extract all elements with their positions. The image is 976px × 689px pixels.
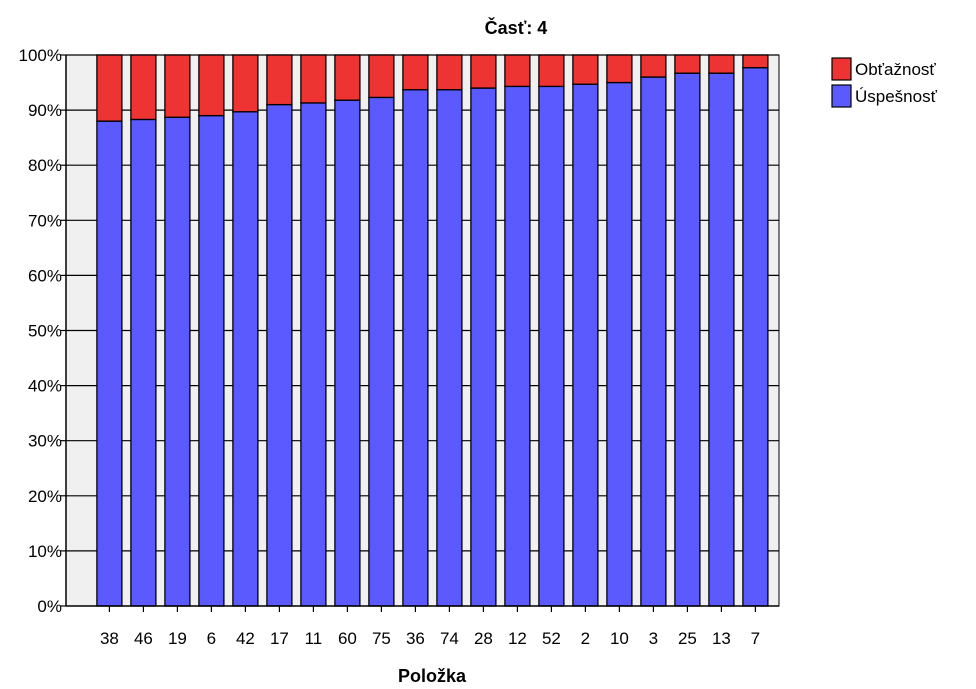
bar-uspesnost bbox=[368, 96, 395, 607]
x-tick-label: 52 bbox=[542, 629, 561, 648]
x-tick-label: 46 bbox=[134, 629, 153, 648]
x-tick-label: 74 bbox=[440, 629, 459, 648]
bar-obtaznost bbox=[470, 54, 497, 89]
plot-area: 0% 10% 20% 30% 40% 50% 60% 70% 80% 90% 100% 38 46 19 6… bbox=[19, 46, 780, 648]
y-tick-label: 100% bbox=[19, 46, 62, 65]
bar-obtaznost bbox=[300, 54, 327, 104]
bar-uspesnost bbox=[538, 85, 565, 607]
bar-obtaznost bbox=[266, 54, 293, 106]
x-tick-label: 17 bbox=[270, 629, 289, 648]
bar-obtaznost bbox=[164, 54, 191, 118]
x-tick-label: 60 bbox=[338, 629, 357, 648]
y-tick-label: 60% bbox=[28, 266, 62, 285]
bar-obtaznost bbox=[538, 54, 565, 88]
x-tick-label: 42 bbox=[236, 629, 255, 648]
bar-obtaznost bbox=[334, 54, 361, 101]
bar-uspesnost bbox=[742, 67, 769, 607]
x-tick-label: 7 bbox=[751, 629, 760, 648]
bar-obtaznost bbox=[504, 54, 531, 88]
bar-uspesnost bbox=[572, 83, 599, 607]
x-tick-label: 11 bbox=[305, 629, 323, 648]
bar-uspesnost bbox=[130, 118, 157, 607]
y-tick-label: 30% bbox=[28, 432, 62, 451]
x-tick-label: 2 bbox=[581, 629, 590, 648]
chart-title: Časť: 4 bbox=[485, 17, 548, 38]
bar-obtaznost bbox=[368, 54, 395, 99]
bar-obtaznost bbox=[572, 54, 599, 85]
bar-uspesnost bbox=[640, 76, 667, 607]
x-tick-label: 25 bbox=[678, 629, 697, 648]
x-tick-label: 6 bbox=[207, 629, 216, 648]
bar-obtaznost bbox=[640, 54, 667, 78]
y-tick-label: 70% bbox=[28, 211, 62, 230]
y-tick-label: 20% bbox=[28, 487, 62, 506]
x-tick-label: 13 bbox=[712, 629, 731, 648]
bar-obtaznost bbox=[436, 54, 463, 91]
bar-uspesnost bbox=[674, 72, 701, 607]
bar-uspesnost bbox=[266, 103, 293, 607]
x-tick-label: 75 bbox=[372, 629, 391, 648]
x-tick-label: 19 bbox=[168, 629, 187, 648]
y-tick-label: 90% bbox=[28, 101, 62, 120]
bar-uspesnost bbox=[470, 87, 497, 607]
x-axis-title: Položka bbox=[398, 666, 467, 686]
bar-uspesnost bbox=[198, 114, 225, 607]
y-tick-label: 80% bbox=[28, 156, 62, 175]
x-tick-label: 10 bbox=[610, 629, 629, 648]
bar-uspesnost bbox=[300, 102, 327, 607]
bar-obtaznost bbox=[606, 54, 633, 84]
bar-obtaznost bbox=[742, 54, 769, 69]
bar-obtaznost bbox=[198, 54, 225, 117]
bar-uspesnost bbox=[708, 72, 735, 607]
bar-obtaznost bbox=[96, 54, 123, 122]
bar-uspesnost bbox=[96, 120, 123, 607]
legend-swatch bbox=[831, 84, 852, 108]
y-tick-label: 50% bbox=[28, 322, 62, 341]
legend-label: Úspešnosť bbox=[855, 87, 938, 106]
bar-obtaznost bbox=[130, 54, 157, 121]
bar-uspesnost bbox=[504, 85, 531, 607]
legend-swatch bbox=[831, 57, 852, 81]
bar-obtaznost bbox=[674, 54, 701, 74]
bar-uspesnost bbox=[334, 99, 361, 607]
x-tick-label: 36 bbox=[406, 629, 425, 648]
bar-uspesnost bbox=[606, 81, 633, 607]
x-tick-label: 3 bbox=[649, 629, 658, 648]
x-tick-label: 38 bbox=[100, 629, 119, 648]
bar-uspesnost bbox=[164, 116, 191, 607]
bar-obtaznost bbox=[402, 54, 429, 91]
x-tick-label: 12 bbox=[508, 629, 527, 648]
bar-uspesnost bbox=[402, 89, 429, 607]
legend-label: Obťažnosť bbox=[855, 60, 936, 79]
bar-uspesnost bbox=[436, 89, 463, 607]
bar-uspesnost bbox=[232, 111, 259, 607]
y-tick-label: 10% bbox=[28, 542, 62, 561]
bar-obtaznost bbox=[708, 54, 735, 74]
x-tick-label: 28 bbox=[474, 629, 493, 648]
y-tick-label: 0% bbox=[37, 597, 62, 616]
bar-obtaznost bbox=[232, 54, 259, 113]
y-tick-label: 40% bbox=[28, 377, 62, 396]
legend: Obťažnosť Úspešnosť bbox=[831, 57, 938, 108]
